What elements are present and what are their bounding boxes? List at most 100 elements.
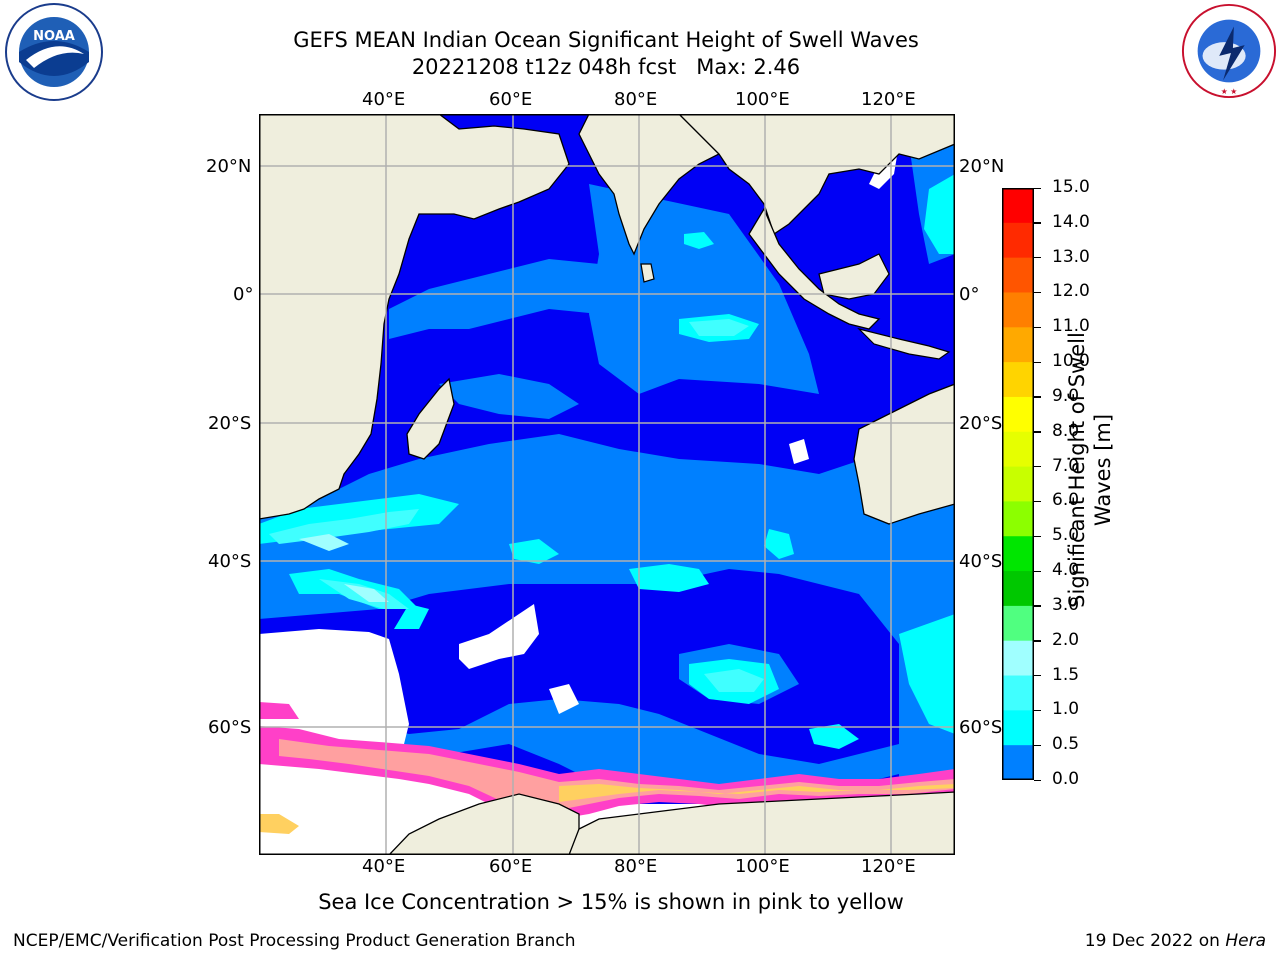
nws-logo: ★ ★	[1181, 3, 1277, 99]
colorbar-segment-14	[1003, 675, 1033, 711]
lat-tick-left-20s: 20°S	[208, 413, 252, 434]
colorbar-segment-0	[1003, 188, 1033, 224]
footer-date: 19 Dec 2022 on Hera	[1085, 931, 1266, 951]
sea-ice-region	[259, 702, 955, 834]
colorbar-segment-8	[1003, 466, 1033, 502]
lat-tick-right-0: 0°	[959, 284, 980, 305]
colorbar-segment-2	[1003, 257, 1033, 293]
lon-tick-bottom-60e: 60°E	[489, 856, 533, 877]
colorbar-tick	[1034, 361, 1041, 363]
colorbar-title-line1: Significant Height of Swell	[1065, 332, 1089, 608]
svg-text:★ ★: ★ ★	[1221, 87, 1238, 96]
colorbar-tick-label: 6.0	[1052, 490, 1080, 511]
lat-tick-left-20n: 20°N	[206, 156, 252, 177]
colorbar-tick	[1034, 466, 1041, 468]
noaa-logo: NOAA	[5, 3, 103, 101]
colorbar-tick	[1034, 535, 1041, 538]
colorbar-segment-9	[1003, 501, 1033, 537]
swell-band-2.0-3.0	[299, 534, 389, 602]
footer-credit: NCEP/EMC/Verification Post Processing Pr…	[13, 931, 576, 951]
colorbar-tick	[1034, 675, 1041, 677]
colorbar-tick	[1034, 709, 1041, 712]
colorbar-tick	[1034, 500, 1041, 503]
lat-tick-right-40s: 40°S	[959, 551, 1003, 572]
map-frame	[259, 114, 955, 855]
colorbar-tick	[1034, 744, 1041, 746]
land-sumatra-malaya	[748, 207, 881, 330]
colorbar-tick-label: 15.0	[1052, 177, 1090, 197]
colorbar-tick-label: 10.0	[1052, 351, 1090, 372]
chart-subtitle: 20221208 t12z 048h fcst Max: 2.46	[411, 55, 801, 79]
colorbar-segment-4	[1003, 327, 1033, 363]
land-india	[578, 114, 721, 256]
colorbar-segment-16	[1003, 745, 1033, 780]
colorbar-tick-label: 8.0	[1052, 420, 1080, 441]
land-africa-arabia	[259, 114, 570, 520]
graticule	[259, 114, 955, 855]
colorbar-frame	[1002, 188, 1034, 780]
lon-tick-bottom-120e: 120°E	[861, 856, 916, 877]
lon-tick-bottom-80e: 80°E	[614, 856, 658, 877]
swell-height-map	[259, 114, 955, 855]
colorbar-tick-label: 9.0	[1052, 385, 1080, 406]
lat-tick-right-20s: 20°S	[959, 413, 1003, 434]
colorbar-title: Significant Height of Swell Waves [m]	[1064, 320, 1124, 620]
colorbar-tick	[1034, 431, 1041, 433]
land-sri-lanka	[640, 263, 655, 283]
colorbar-title-line2: Waves [m]	[1091, 413, 1115, 527]
colorbar-tick	[1034, 779, 1041, 781]
footer-host: Hera	[1225, 931, 1266, 951]
colorbar-tick-label: 4.0	[1052, 560, 1080, 581]
colorbar-segment-10	[1003, 536, 1033, 572]
footer-date-text: 19 Dec 2022 on	[1084, 931, 1226, 951]
noaa-logo-text: NOAA	[33, 29, 75, 44]
colorbar-tick-label: 7.0	[1052, 455, 1080, 476]
colorbar-segment-6	[1003, 396, 1033, 433]
colorbar-segment-11	[1003, 571, 1033, 607]
colorbar-segment-15	[1003, 710, 1033, 746]
colorbar-tick-label: 13.0	[1052, 246, 1090, 267]
colorbar-tick	[1034, 570, 1041, 572]
colorbar-tick	[1034, 257, 1041, 259]
lat-tick-right-20n: 20°N	[959, 156, 1005, 177]
colorbar-tick	[1034, 396, 1041, 398]
lat-tick-left-40s: 40°S	[208, 551, 252, 572]
colorbar-segment-5	[1003, 362, 1033, 398]
colorbar-tick	[1034, 187, 1041, 189]
lon-tick-top-40e: 40°E	[362, 89, 406, 110]
colorbar-tick	[1034, 605, 1041, 607]
colorbar-segment-1	[1003, 222, 1033, 259]
land-java	[857, 327, 951, 360]
colorbar-segment-12	[1003, 605, 1033, 642]
land-southeast-asia	[678, 114, 955, 236]
land-antarctica-east	[568, 791, 955, 855]
lon-tick-bottom-40e: 40°E	[362, 856, 406, 877]
lat-tick-left-0: 0°	[233, 284, 254, 305]
lon-tick-top-120e: 120°E	[861, 89, 916, 110]
colorbar-segment-3	[1003, 292, 1033, 328]
colorbar-tick-label: 12.0	[1052, 281, 1090, 302]
lat-tick-right-60s: 60°S	[959, 717, 1003, 738]
colorbar-tick-label: 1.0	[1052, 699, 1080, 720]
colorbar-tick	[1034, 640, 1041, 642]
colorbar-segment-13	[1003, 640, 1033, 677]
colorbar-tick-label: 0.0	[1052, 769, 1080, 789]
colorbar-tick-label: 2.0	[1052, 629, 1080, 650]
colorbar	[1002, 188, 1034, 780]
lon-tick-top-80e: 80°E	[614, 89, 658, 110]
land-australia	[853, 383, 955, 525]
lat-tick-left-60s: 60°S	[208, 717, 252, 738]
lon-tick-top-60e: 60°E	[489, 89, 533, 110]
land-madagascar	[406, 377, 455, 460]
colorbar-tick	[1034, 222, 1041, 224]
colorbar-tick-label: 5.0	[1052, 525, 1080, 546]
chart-title: GEFS MEAN Indian Ocean Significant Heigh…	[293, 28, 919, 52]
colorbar-tick-label: 11.0	[1052, 316, 1090, 337]
colorbar-tick-label: 0.5	[1052, 734, 1080, 755]
lon-tick-bottom-100e: 100°E	[735, 856, 790, 877]
colorbar-tick	[1034, 291, 1041, 294]
sea-ice-caption: Sea Ice Concentration > 15% is shown in …	[318, 890, 904, 914]
colorbar-tick-label: 1.5	[1052, 664, 1080, 685]
colorbar-tick	[1034, 326, 1041, 329]
colorbar-tick-label: 3.0	[1052, 594, 1080, 615]
